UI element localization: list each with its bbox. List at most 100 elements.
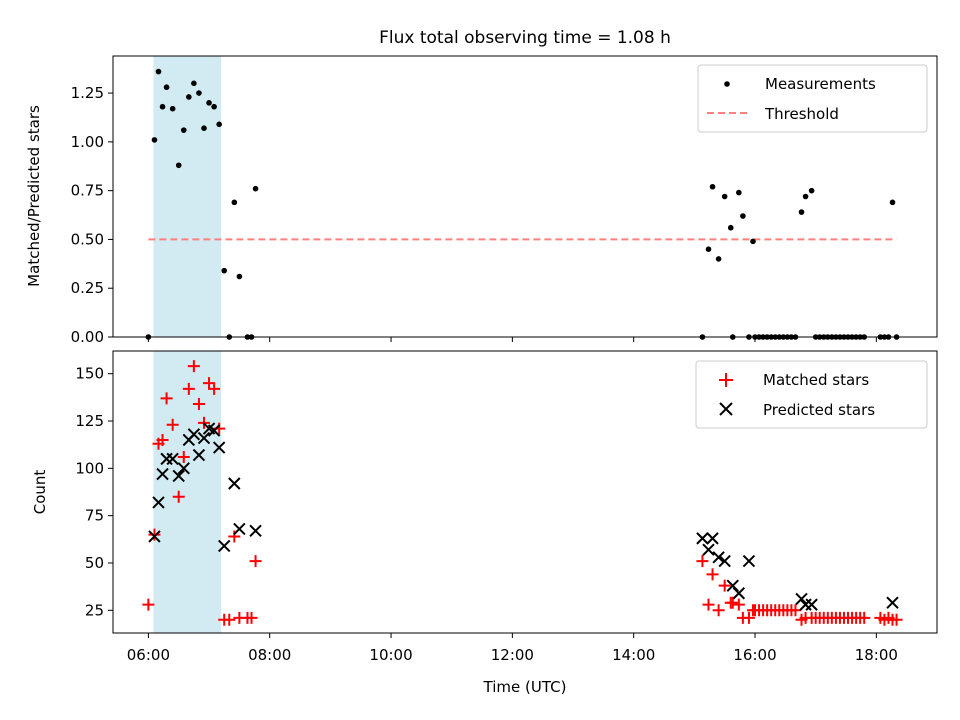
matched-star-point bbox=[166, 418, 179, 431]
predicted-star-point bbox=[805, 598, 818, 611]
top-x-axis-ticks bbox=[147, 337, 877, 342]
predicted-star-point bbox=[228, 477, 241, 490]
bottom-legend: Matched stars Predicted stars bbox=[695, 360, 928, 429]
matched-star-point bbox=[142, 598, 155, 611]
predicted-star-point bbox=[166, 452, 179, 466]
measurement-point bbox=[159, 103, 166, 110]
matched-star-point bbox=[203, 377, 216, 390]
bottom-y-tick-label: 100 bbox=[75, 459, 104, 477]
measurement-point bbox=[721, 193, 728, 200]
top-legend-box bbox=[697, 64, 928, 133]
measurement-point bbox=[750, 238, 756, 245]
legend-measurements-label: Measurements bbox=[765, 75, 876, 93]
predicted-star-point bbox=[233, 522, 246, 536]
measurement-point bbox=[155, 68, 162, 75]
predicted-star-point bbox=[886, 596, 899, 609]
x-tick-label: 06:00 bbox=[127, 646, 170, 664]
measurement-point bbox=[715, 256, 722, 262]
measurement-points bbox=[145, 68, 900, 340]
measurement-point bbox=[798, 209, 805, 215]
legend-threshold-label: Threshold bbox=[764, 105, 839, 123]
bottom-x-axis-ticks: 06:00 08:00 10:00 12:00 14:00 16:00 18:00 bbox=[127, 633, 898, 664]
matched-stars-points bbox=[142, 360, 903, 626]
measurement-point bbox=[201, 125, 207, 132]
measurement-point bbox=[221, 267, 228, 274]
matched-star-point bbox=[742, 611, 755, 624]
matched-star-point bbox=[712, 604, 725, 617]
matched-star-point bbox=[177, 450, 190, 463]
legend-matched-marker bbox=[719, 373, 733, 387]
bottom-y-tick-label: 125 bbox=[75, 412, 104, 430]
legend-predicted-label: Predicted stars bbox=[763, 401, 875, 419]
top-y-axis-label: Matched/Predicted stars bbox=[25, 105, 43, 287]
measurement-point bbox=[236, 273, 243, 280]
measurement-point bbox=[705, 246, 712, 252]
bottom-y-tick-label: 25 bbox=[85, 601, 104, 619]
predicted-star-point bbox=[177, 462, 190, 475]
predicted-star-point bbox=[712, 551, 725, 564]
predicted-star-point bbox=[702, 543, 715, 556]
predicted-star-point bbox=[718, 554, 731, 568]
x-tick-label: 14:00 bbox=[612, 646, 655, 664]
x-tick-label: 12:00 bbox=[491, 646, 534, 664]
measurement-point bbox=[169, 105, 176, 112]
top-plot-frame bbox=[112, 55, 938, 338]
top-y-tick-label: 1.25 bbox=[71, 84, 104, 102]
top-legend: Measurements Threshold bbox=[697, 64, 928, 133]
measurement-point bbox=[180, 127, 187, 133]
predicted-star-point bbox=[706, 532, 719, 545]
top-panel: Flux total observing time = 1.08 h 0.00 0… bbox=[25, 28, 938, 346]
x-axis-label: Time (UTC) bbox=[483, 678, 567, 696]
top-y-tick-label: 0.00 bbox=[71, 328, 104, 346]
x-tick-label: 18:00 bbox=[855, 646, 898, 664]
predicted-star-point bbox=[218, 539, 231, 553]
predicted-star-point bbox=[249, 524, 262, 538]
matched-star-point bbox=[702, 598, 715, 611]
chart-title: Flux total observing time = 1.08 h bbox=[379, 28, 671, 48]
measurement-point bbox=[186, 94, 192, 100]
predicted-stars-points bbox=[148, 422, 899, 611]
bottom-y-axis-ticks: 25 50 75 100 125 150 bbox=[75, 365, 113, 619]
predicted-star-point bbox=[172, 469, 185, 483]
matched-star-point bbox=[732, 598, 745, 611]
measurement-point bbox=[889, 199, 896, 206]
matched-star-point bbox=[208, 382, 221, 395]
matched-star-point bbox=[249, 555, 262, 568]
measurement-point bbox=[740, 213, 746, 219]
measurement-point bbox=[191, 80, 197, 87]
predicted-star-point bbox=[192, 448, 206, 462]
predicted-star-point bbox=[187, 428, 201, 441]
measurement-point bbox=[808, 187, 815, 194]
measurement-point bbox=[727, 224, 734, 231]
legend-matched-label: Matched stars bbox=[763, 371, 869, 389]
bottom-legend-box bbox=[695, 360, 928, 429]
predicted-star-point bbox=[207, 424, 221, 437]
matched-star-point bbox=[187, 360, 200, 373]
matched-star-point bbox=[789, 604, 802, 617]
measurement-point bbox=[736, 189, 742, 196]
top-y-tick-label: 0.50 bbox=[71, 230, 104, 248]
matched-star-point bbox=[160, 392, 173, 405]
bottom-y-tick-label: 150 bbox=[75, 365, 104, 383]
measurement-point bbox=[252, 185, 259, 192]
top-y-tick-label: 0.75 bbox=[71, 182, 104, 200]
measurement-point bbox=[231, 199, 238, 206]
top-y-axis-ticks: 0.00 0.25 0.50 0.75 1.00 1.25 bbox=[71, 84, 113, 346]
predicted-star-point bbox=[795, 592, 808, 606]
predicted-star-point bbox=[197, 431, 211, 445]
matched-star-point bbox=[148, 528, 161, 541]
x-tick-label: 16:00 bbox=[733, 646, 776, 664]
predicted-star-point bbox=[742, 554, 756, 568]
matched-star-point bbox=[228, 530, 241, 543]
bottom-highlight-span bbox=[153, 351, 222, 633]
measurement-point bbox=[163, 84, 170, 91]
legend-measurements-marker bbox=[724, 81, 730, 87]
predicted-star-point bbox=[212, 441, 226, 454]
matched-star-point bbox=[223, 613, 236, 626]
matched-star-point bbox=[192, 397, 205, 410]
matched-star-point bbox=[726, 596, 739, 609]
legend-predicted-marker bbox=[719, 402, 733, 416]
x-tick-label: 08:00 bbox=[248, 646, 291, 664]
predicted-star-point bbox=[799, 598, 812, 611]
